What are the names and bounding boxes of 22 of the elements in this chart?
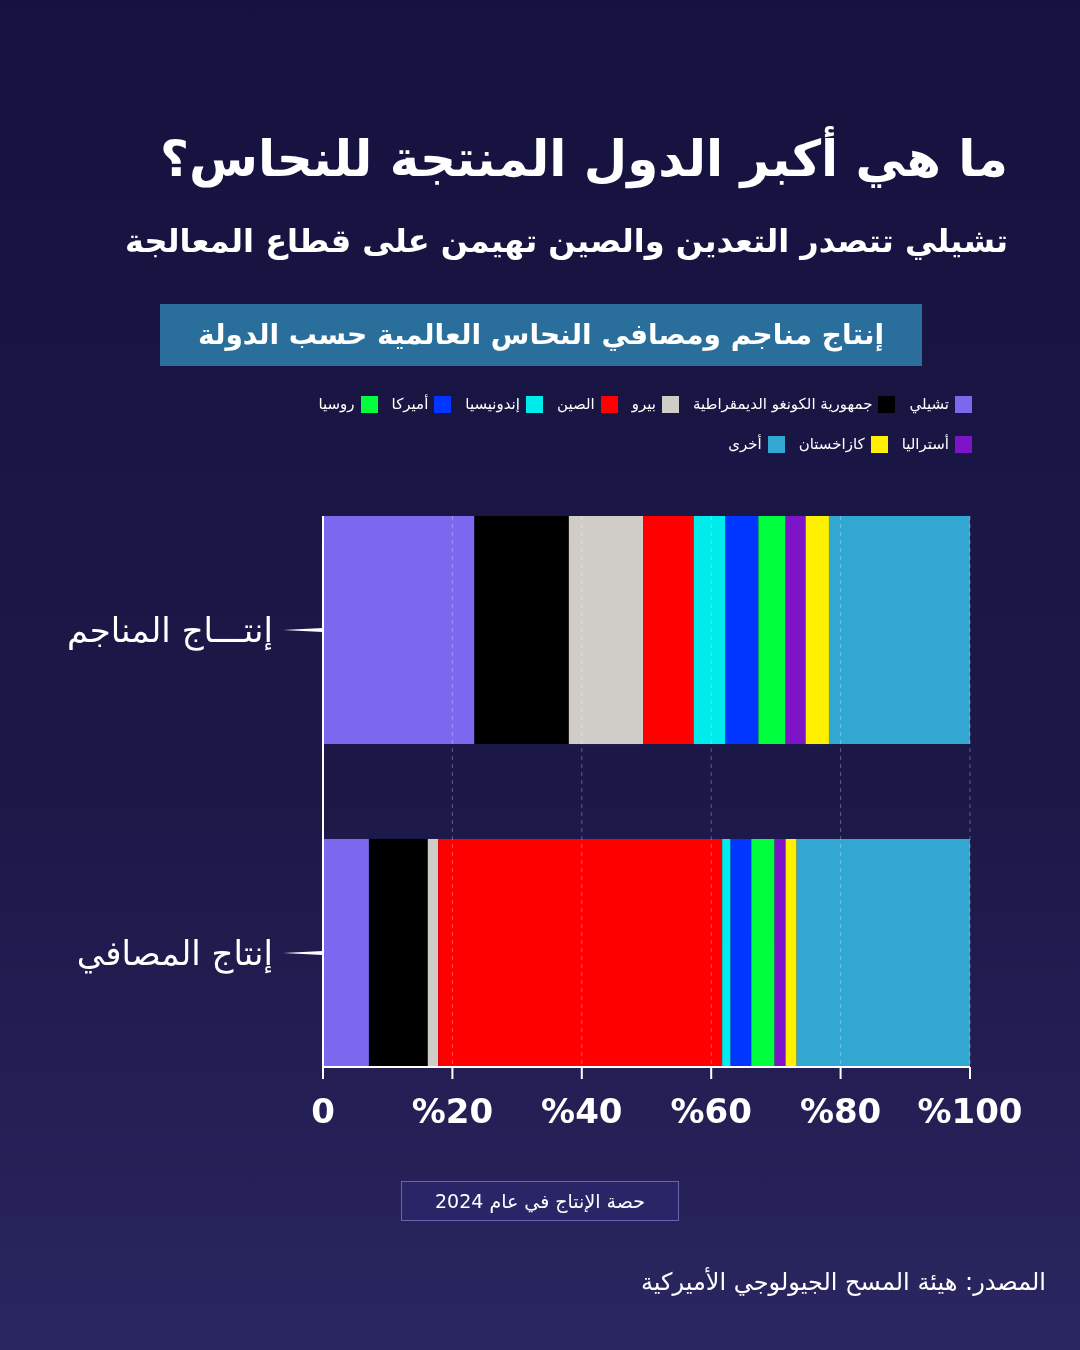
subtitle: تشيلي تتصدر التعدين والصين تهيمن على قطاع المعالجة xyxy=(124,222,1008,260)
x-tick-label: %20 xyxy=(411,1091,494,1131)
x-tick-label: %60 xyxy=(670,1091,752,1131)
legend-label: بيرو xyxy=(631,395,656,413)
annotation: إنتاج مناجم ومصافي النحاس العالمية حسب الدولة xyxy=(160,304,922,366)
legend-label: أستراليا xyxy=(901,435,949,453)
x-tick-label: 0 xyxy=(311,1091,335,1131)
legend-label: تشيلي xyxy=(909,395,949,413)
legend-label: الصين xyxy=(556,395,595,413)
legend-label: إندونيسيا xyxy=(465,395,520,413)
y-tick-label: إنتاج المصافي xyxy=(76,932,273,974)
x-tick-label: %40 xyxy=(541,1091,623,1131)
legend-label: جمهورية الكونغو الديمقراطية xyxy=(692,395,873,413)
legend-label: كازاخستان xyxy=(798,435,865,453)
x-tick-label: %80 xyxy=(799,1091,882,1131)
legend-label: أميركا xyxy=(391,395,429,413)
y-tick-label: إنتـــاج المناجم xyxy=(67,610,273,652)
legend-label: روسيا xyxy=(318,395,355,413)
annotation: المصدر: هيئة المسح الجيولوجي الأميركية xyxy=(640,1268,1046,1296)
legend-label: أخرى xyxy=(728,435,762,453)
xlabel: حصة الإنتاج في عام 2024 xyxy=(401,1181,679,1221)
x-tick-label: %100 xyxy=(917,1091,1023,1131)
